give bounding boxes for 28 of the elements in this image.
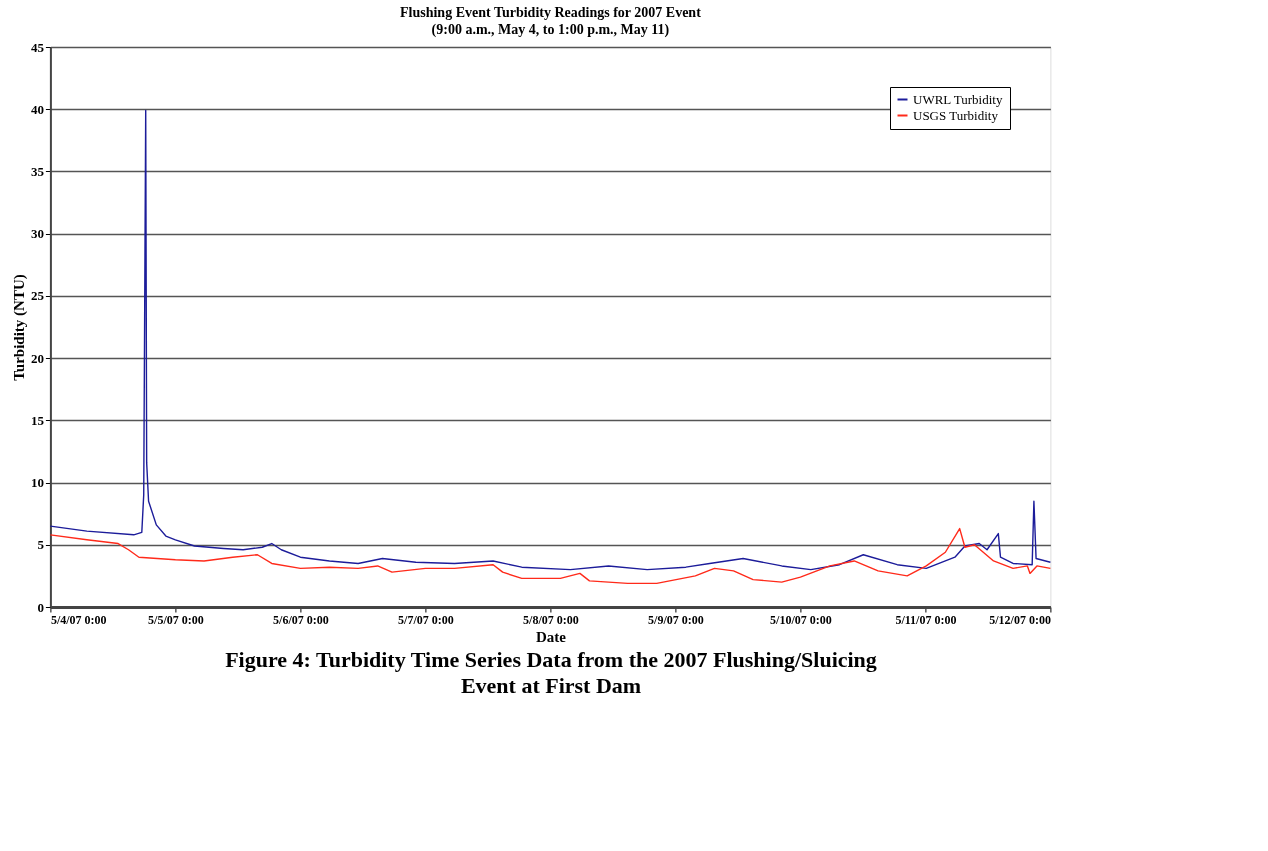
chart-title: Flushing Event Turbidity Readings for 2007 Event [399,5,702,20]
line-series [49,527,1052,585]
legend-label: UWRL Turbidity [913,91,1003,107]
y-axis-title: Turbidity (NTU) [10,274,28,381]
y-tick-label: 40 [30,101,44,117]
x-tick-label: 5/7/07 0:00 [398,612,454,627]
line-series [49,109,1052,571]
y-tick-label: 30 [30,226,44,242]
chart-subtitle: (9:00 a.m., May 4, to 1:00 p.m., May 11) [431,22,670,38]
y-tick-label: 0 [37,599,44,615]
x-tick-label: 5/9/07 0:00 [648,612,704,627]
y-tick-label: 5 [37,537,45,553]
x-tick-label: 5/12/07 0:00 [989,612,1051,627]
x-tick-label: 5/10/07 0:00 [770,612,832,627]
x-tick-label: 5/5/07 0:00 [148,612,204,627]
y-tick-label: 15 [30,412,45,428]
x-tick-label: 5/6/07 0:00 [273,612,329,627]
y-tick-label: 45 [30,39,45,55]
x-tick-label: 5/8/07 0:00 [523,612,579,627]
y-tick-label: 25 [30,288,45,304]
x-tick-label: 5/4/07 0:00 [50,612,107,627]
caption: Figure 4: Turbidity Time Series Data from the 2007 Flushing/Sluicing Event at First Dam [225,647,877,698]
y-tick-label: 20 [30,350,44,366]
y-tick-label: 35 [30,163,45,179]
y-tick-label: 10 [30,475,44,491]
x-tick-label: 5/11/07 0:00 [895,612,957,627]
x-axis-title: Date [535,628,567,645]
legend-label: USGS Turbidity [913,107,999,123]
